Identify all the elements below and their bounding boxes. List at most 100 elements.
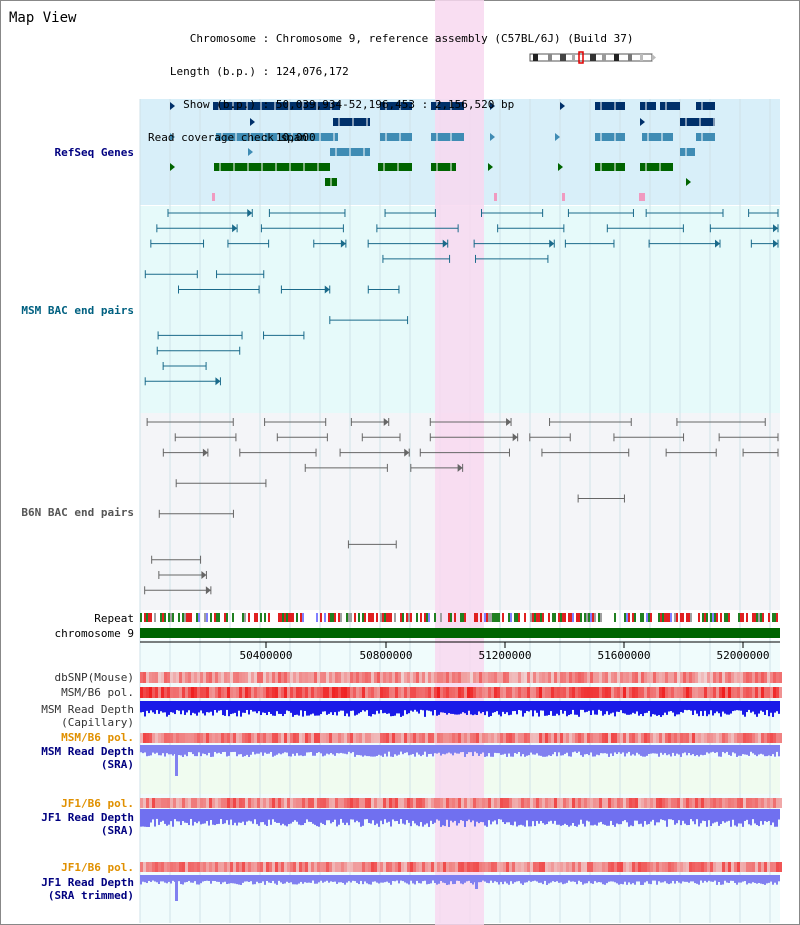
- depth-bar: [198, 809, 200, 822]
- depth-bar: [578, 809, 580, 825]
- depth-bar: [424, 875, 426, 881]
- repeat-block: [578, 613, 580, 622]
- heat-cell: [455, 672, 458, 683]
- heat-cell: [419, 798, 422, 808]
- depth-bar: [140, 875, 142, 885]
- repeat-block: [144, 613, 146, 622]
- depth-bar: [764, 701, 766, 715]
- depth-bar: [380, 745, 382, 756]
- repeat-block: [148, 613, 150, 622]
- depth-bar: [760, 875, 762, 884]
- depth-bar: [488, 809, 490, 821]
- depth-bar: [196, 875, 198, 885]
- heat-cell: [278, 733, 281, 743]
- depth-bar: [178, 809, 180, 822]
- depth-bar: [442, 701, 444, 713]
- depth-bar: [492, 875, 494, 883]
- heat-cell: [245, 733, 248, 743]
- depth-bar: [390, 701, 392, 717]
- depth-bar: [454, 809, 456, 821]
- gene-block: [642, 133, 673, 141]
- heat-cell: [776, 672, 779, 683]
- heat-cell: [731, 862, 734, 872]
- heat-cell: [710, 798, 713, 808]
- heat-cell: [563, 798, 566, 808]
- heat-cell: [728, 862, 731, 872]
- depth-bar: [560, 701, 562, 711]
- repeat-block: [754, 613, 756, 622]
- heat-cell: [371, 672, 374, 683]
- depth-bar: [184, 809, 186, 823]
- heat-cell: [695, 798, 698, 808]
- depth-bar: [518, 809, 520, 826]
- repeat-track[interactable]: [140, 613, 778, 622]
- heat-cell: [152, 687, 155, 698]
- depth-bar: [520, 745, 522, 757]
- heat-cell: [236, 733, 239, 743]
- chromosome-ideogram[interactable]: [529, 51, 656, 64]
- msm-bac-label[interactable]: MSM BAC end pairs: [21, 304, 134, 317]
- repeat-block: [768, 613, 770, 622]
- depth-bar: [476, 701, 478, 715]
- heat-cell: [155, 687, 158, 698]
- heat-cell: [752, 687, 755, 698]
- heat-cell: [758, 733, 761, 743]
- heat-cell: [146, 672, 149, 683]
- b6n-bac-pairs-track[interactable]: [144, 418, 779, 595]
- heat-cell: [719, 733, 722, 743]
- heat-cell: [707, 672, 710, 683]
- heat-cell: [194, 798, 197, 808]
- heat-cell: [668, 862, 671, 872]
- depth-bar: [234, 875, 236, 884]
- depth-tracks[interactable]: [140, 701, 780, 901]
- msm-depth-sra-label-1: MSM Read Depth: [41, 745, 134, 758]
- depth-bar: [592, 701, 594, 711]
- depth-bar: [638, 745, 640, 755]
- heat-cell: [347, 733, 350, 743]
- repeat-block: [592, 613, 594, 622]
- depth-bar: [564, 875, 566, 884]
- heat-tracks[interactable]: [140, 672, 782, 872]
- depth-bar: [732, 875, 734, 881]
- heat-cell: [239, 862, 242, 872]
- depth-bar: [246, 809, 248, 822]
- depth-bar: [618, 875, 620, 885]
- repeat-block: [632, 613, 634, 622]
- depth-bar: [346, 875, 348, 883]
- depth-bar: [690, 875, 692, 882]
- msm-bac-pairs-track[interactable]: [144, 209, 779, 386]
- heat-cell: [293, 862, 296, 872]
- depth-bar: [436, 701, 438, 716]
- heat-cell: [287, 798, 290, 808]
- repeat-block: [760, 613, 762, 622]
- depth-bar: [534, 809, 536, 827]
- depth-bar: [616, 701, 618, 712]
- heat-cell: [344, 862, 347, 872]
- heat-cell: [644, 672, 647, 683]
- depth-bar: [498, 701, 500, 715]
- heat-cell: [374, 733, 377, 743]
- depth-bar: [156, 701, 158, 711]
- heat-cell: [485, 733, 488, 743]
- depth-bar: [238, 875, 240, 885]
- depth-bar: [600, 701, 602, 711]
- heat-cell: [305, 687, 308, 698]
- depth-bar: [436, 809, 438, 820]
- heat-cell: [197, 687, 200, 698]
- depth-bar: [552, 745, 554, 755]
- depth-bar: [244, 745, 246, 757]
- depth-bar: [302, 745, 304, 757]
- refseq-genes-label[interactable]: RefSeq Genes: [54, 146, 134, 159]
- heat-cell: [155, 733, 158, 743]
- refseq-genes-track[interactable]: [170, 102, 715, 201]
- depth-bar: [754, 701, 756, 715]
- depth-bar: [778, 701, 780, 714]
- heat-cell: [560, 687, 563, 698]
- heat-cell: [578, 733, 581, 743]
- depth-bar: [550, 809, 552, 821]
- depth-bar: [618, 701, 620, 712]
- heat-cell: [731, 672, 734, 683]
- heat-cell: [677, 733, 680, 743]
- b6n-bac-label[interactable]: B6N BAC end pairs: [21, 506, 134, 519]
- depth-bar: [630, 745, 632, 756]
